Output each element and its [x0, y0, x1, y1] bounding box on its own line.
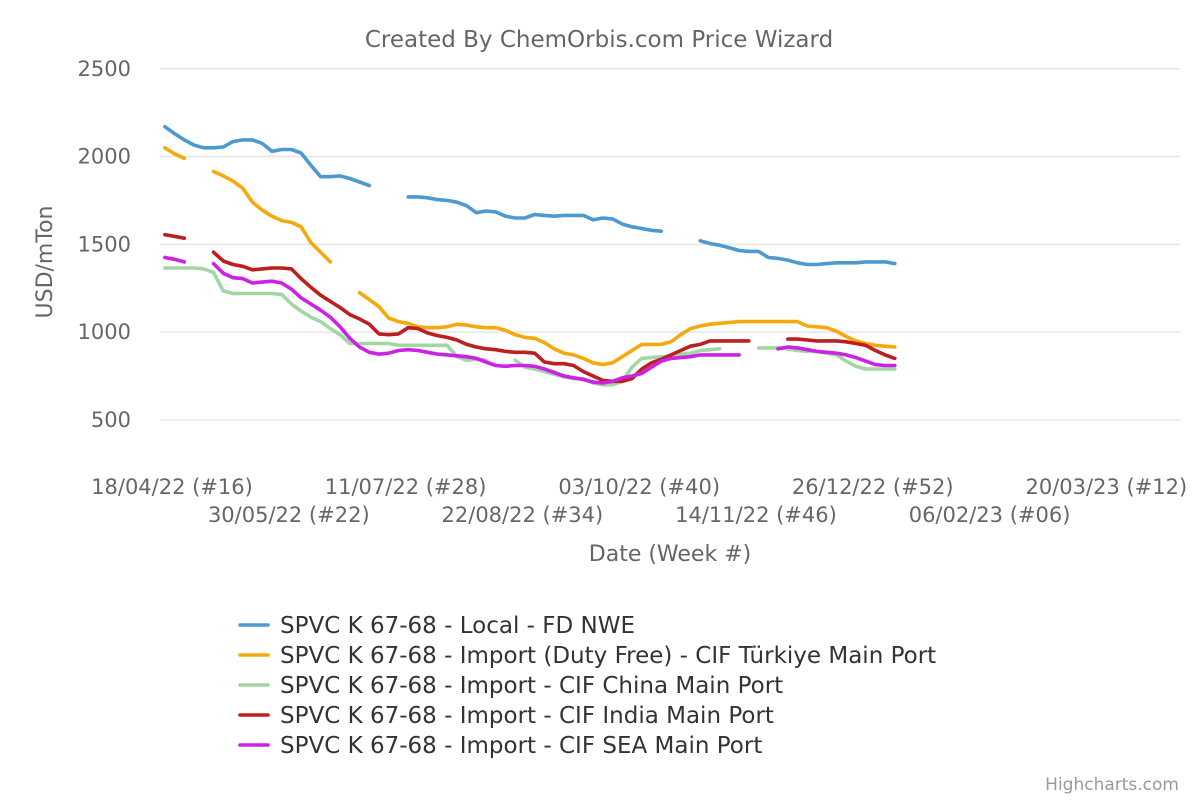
x-tick-label: 18/04/22 (#16) [91, 475, 253, 499]
series-line-5[interactable] [163, 255, 897, 385]
y-tick-label: 2000 [78, 145, 131, 169]
legend-item[interactable]: SPVC K 67-68 - Import - CIF China Main P… [238, 673, 783, 699]
legend-label: SPVC K 67-68 - Local - FD NWE [280, 613, 635, 639]
legend-item[interactable]: SPVC K 67-68 - Import - CIF SEA Main Por… [238, 733, 762, 759]
credits-link[interactable]: Highcharts.com [1045, 775, 1179, 795]
legend-label: SPVC K 67-68 - Import (Duty Free) - CIF … [280, 643, 936, 669]
x-tick-label: 06/02/23 (#06) [909, 503, 1071, 527]
x-tick-label: 26/12/22 (#52) [792, 475, 954, 499]
y-axis-title: USD/mTon [33, 206, 58, 319]
gridlines [160, 68, 1180, 421]
x-tick-label: 14/11/22 (#46) [675, 503, 837, 527]
legend-label: SPVC K 67-68 - Import - CIF SEA Main Por… [280, 733, 762, 759]
y-tick-label: 2500 [78, 57, 131, 81]
legend-item[interactable]: SPVC K 67-68 - Local - FD NWE [238, 613, 635, 639]
y-tick-label: 1000 [78, 320, 131, 344]
y-tick-label: 1500 [78, 232, 131, 256]
x-tick-label: 11/07/22 (#28) [325, 475, 487, 499]
chart-title: Created By ChemOrbis.com Price Wizard [365, 27, 833, 53]
legend-item[interactable]: SPVC K 67-68 - Import - CIF India Main P… [238, 703, 774, 729]
x-tick-label: 03/10/22 (#40) [558, 475, 720, 499]
series-line-2[interactable] [163, 146, 897, 367]
series-line-4[interactable] [163, 232, 897, 384]
x-tick-label: 30/05/22 (#22) [208, 503, 370, 527]
legend-label: SPVC K 67-68 - Import - CIF China Main P… [280, 673, 783, 699]
legend-item[interactable]: SPVC K 67-68 - Import (Duty Free) - CIF … [238, 643, 936, 669]
legend: SPVC K 67-68 - Local - FD NWE SPVC K 67-6… [238, 613, 936, 759]
x-axis-ticks: 18/04/22 (#16) 30/05/22 (#22) 11/07/22 (#2… [91, 475, 1187, 527]
y-tick-label: 500 [91, 408, 131, 432]
y-axis-ticks: 500 1000 1500 2000 2500 [78, 57, 131, 432]
legend-label: SPVC K 67-68 - Import - CIF India Main P… [280, 703, 774, 729]
series-group [163, 124, 897, 387]
x-tick-label: 22/08/22 (#34) [442, 503, 604, 527]
x-tick-label: 20/03/23 (#12) [1025, 475, 1187, 499]
x-axis-title: Date (Week #) [589, 542, 751, 567]
series-line-1[interactable] [163, 124, 897, 267]
